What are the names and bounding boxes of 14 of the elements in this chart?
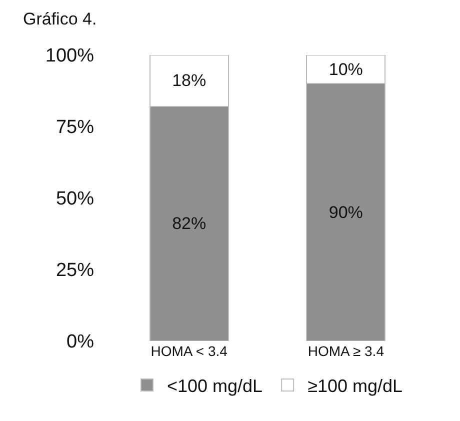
y-tick-label: 75% <box>56 117 94 138</box>
y-tick-label: 0% <box>66 332 94 353</box>
data-label: 10% <box>328 60 363 79</box>
data-label: 90% <box>328 202 363 222</box>
x-tick-label: HOMA ≥ 3.4 <box>308 343 384 359</box>
y-tick-label: 50% <box>56 188 94 210</box>
x-tick-label: HOMA < 3.4 <box>150 343 228 359</box>
legend-label: <100 mg/dL <box>167 376 263 396</box>
data-label: 82% <box>172 214 206 234</box>
y-tick-label: 100% <box>45 46 94 67</box>
chart-title: Gráfico 4. <box>23 10 97 29</box>
y-tick-label: 25% <box>56 260 94 282</box>
data-label: 18% <box>172 71 206 90</box>
legend-label: ≥100 mg/dL <box>308 376 403 396</box>
